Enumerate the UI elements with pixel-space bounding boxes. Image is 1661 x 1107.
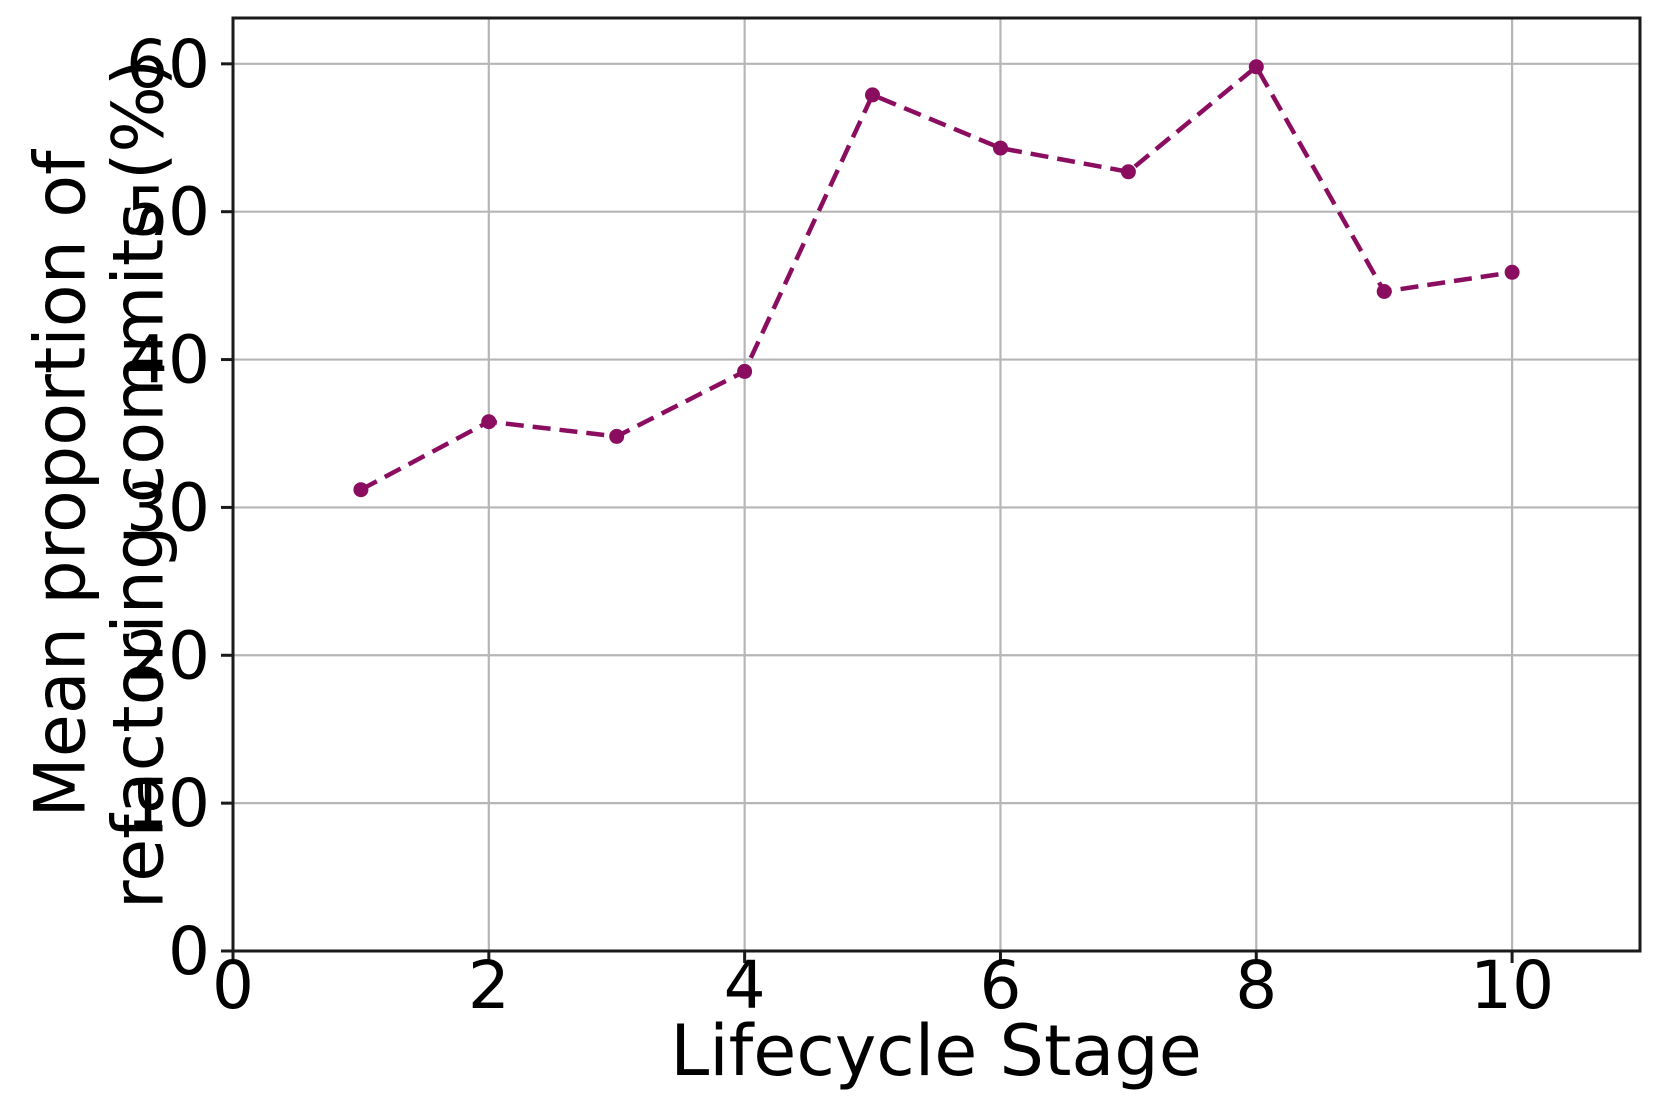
x-tick-label: 4	[724, 947, 766, 1024]
y-tick-label: 0	[168, 913, 210, 990]
data-point	[1504, 264, 1520, 280]
data-point	[737, 363, 753, 379]
x-tick-label: 6	[979, 947, 1021, 1024]
plot-border	[231, 16, 1642, 953]
data-line	[359, 63, 1513, 492]
x-tick-label: 10	[1470, 947, 1554, 1024]
y-axis-label-line2: refactoring commits (%)	[98, 58, 180, 910]
y-axis-label: Mean proportion of refactoring commits (…	[19, 58, 180, 910]
data-point	[865, 87, 880, 103]
data-point	[1120, 164, 1136, 180]
y-tick-label: 40	[126, 322, 210, 399]
data-point	[609, 428, 625, 444]
y-axis-label-line1: Mean proportion of	[19, 150, 102, 818]
data-point	[1376, 284, 1392, 299]
y-tick-label: 60	[126, 26, 210, 103]
y-tick-label: 10	[126, 765, 210, 842]
y-tick-label: 20	[126, 617, 210, 694]
x-tick-label: 0	[212, 947, 254, 1024]
data-point	[353, 482, 369, 498]
data-point	[993, 140, 1008, 156]
y-tick-label: 50	[126, 174, 210, 251]
data-point	[481, 414, 497, 430]
x-tick-label: 2	[468, 947, 510, 1024]
data-point	[1248, 59, 1264, 75]
x-axis-label: Lifecycle Stage	[670, 1010, 1202, 1092]
x-tick-label: 8	[1235, 947, 1277, 1024]
y-tick-label: 30	[126, 469, 210, 546]
